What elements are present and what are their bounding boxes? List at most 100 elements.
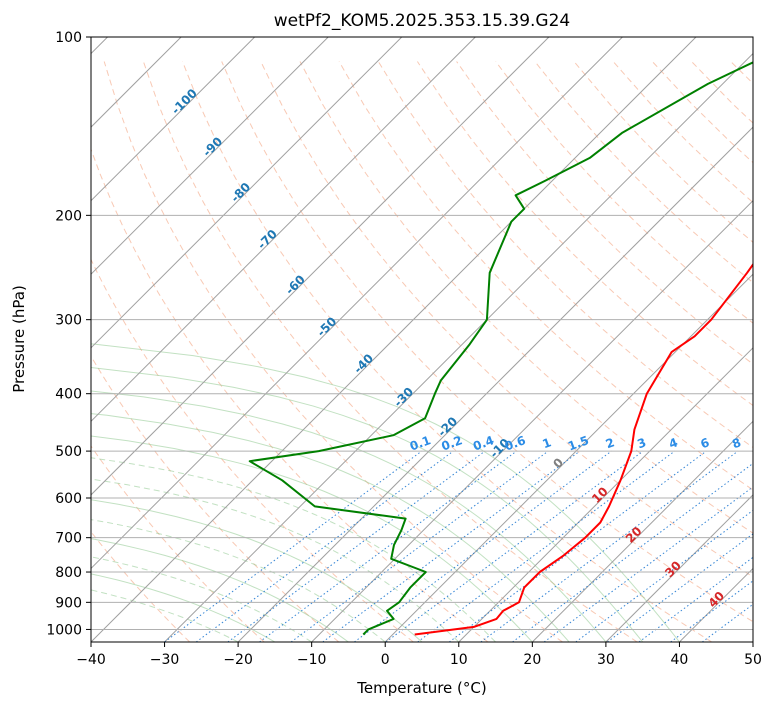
- mixing-ratio-line: [607, 533, 753, 642]
- y-axis: 100 200 300 400 500 600 700 800 900 1000: [46, 30, 91, 638]
- isotherm-label: -40: [351, 351, 376, 376]
- isotherm: [91, 37, 623, 570]
- isotherm: [531, 420, 753, 642]
- chart-title: wetPf2_KOM5.2025.353.15.39.G24: [274, 11, 570, 31]
- mixing-ratio-line: [227, 450, 486, 642]
- mixing-ratio-label: 2: [604, 435, 617, 451]
- x-axis: −40 −30 −20 −10 0 10 20 30 40 50: [76, 642, 762, 668]
- dry-adiabat: [573, 61, 753, 243]
- dry-adiabat: [456, 61, 753, 365]
- isotherm-label: -90: [200, 134, 225, 159]
- x-tick-label: 10: [450, 652, 468, 668]
- y-tick-label: 100: [55, 30, 82, 46]
- isotherm: [679, 567, 753, 642]
- mixing-ratio-label: 8: [730, 435, 743, 451]
- isotherm: [752, 641, 753, 642]
- moist-adiabat: [91, 556, 312, 642]
- mixing-ratio-line: [575, 509, 753, 642]
- mixing-ratio-label: 1: [540, 435, 553, 451]
- dry-adiabat: [377, 61, 753, 449]
- mixing-ratio-label: 0.4: [471, 433, 496, 453]
- dry-adiabat: [221, 61, 753, 623]
- dry-adiabat: [91, 445, 265, 642]
- isotherm: [311, 199, 753, 642]
- mixing-ratio-line: [195, 450, 454, 642]
- mixing-ratio-label: 6: [699, 435, 712, 451]
- x-tick-label: −40: [76, 652, 106, 668]
- isotherm: [237, 126, 753, 642]
- dry-adiabat: [91, 258, 414, 642]
- mixing-ratio-line: [512, 462, 753, 642]
- plot-frame: [90, 36, 754, 643]
- y-axis-title: Pressure (hPa): [10, 285, 28, 393]
- mixing-ratio-line: [417, 450, 675, 642]
- isotherm-label: 10: [589, 484, 611, 506]
- mixing-ratio-line: [290, 450, 549, 642]
- isotherm-label: 40: [705, 589, 727, 611]
- mixing-ratio-label: 0.6: [503, 433, 528, 453]
- dry-adiabat: [416, 61, 753, 407]
- isotherm-label: 20: [623, 524, 645, 546]
- dewpoint-line: [248, 61, 753, 636]
- mixing-ratio-line: [701, 603, 753, 642]
- x-tick-label: 0: [381, 652, 390, 668]
- mixing-ratio-line: [385, 450, 644, 642]
- y-tick-label: 800: [55, 565, 82, 581]
- isotherm: [91, 37, 256, 202]
- dry-adiabat: [691, 61, 753, 124]
- mixing-ratio-label: 0.2: [440, 433, 465, 453]
- dry-adiabat: [770, 62, 775, 643]
- dry-adiabat: [338, 61, 753, 491]
- dry-adiabat: [612, 61, 753, 204]
- y-tick-label: 900: [55, 595, 82, 611]
- x-tick-label: 30: [597, 652, 615, 668]
- dry-adiabat: [534, 61, 753, 284]
- dry-adiabat: [260, 61, 753, 578]
- mixing-ratio-label: 3: [635, 435, 648, 451]
- isotherm: [91, 37, 550, 496]
- isotherm: [91, 37, 329, 275]
- isotherm-label: -50: [314, 314, 339, 339]
- dry-adiabat: [495, 61, 753, 324]
- isotherm-label: -80: [228, 180, 253, 205]
- mixing-ratio-line: [164, 450, 422, 642]
- y-tick-label: 700: [55, 531, 82, 547]
- mixing-ratio-line: [322, 450, 581, 642]
- dry-adiabat: [182, 61, 713, 642]
- isotherm: [384, 273, 753, 642]
- isotherm: [91, 37, 403, 349]
- x-tick-label: −20: [223, 652, 253, 668]
- y-tick-label: 400: [55, 387, 82, 403]
- dry-adiabat: [91, 147, 489, 642]
- y-tick-label: 200: [55, 208, 82, 224]
- x-tick-label: 50: [744, 652, 762, 668]
- mixing-ratio-line: [354, 450, 612, 642]
- y-tick-label: 300: [55, 313, 82, 329]
- moist-adiabat: [91, 589, 239, 642]
- moist-adiabat: [0, 517, 775, 642]
- dry-adiabat: [91, 355, 340, 642]
- isotherm-label: -60: [283, 272, 308, 297]
- mixing-ratio-label: 4: [667, 435, 680, 451]
- background-lines: [0, 37, 775, 643]
- x-axis-title: Temperature (°C): [356, 679, 486, 697]
- x-tick-label: 20: [523, 652, 541, 668]
- isotherm: [605, 494, 753, 642]
- moist-adiabat: [0, 485, 775, 642]
- mixing-ratio-line: [638, 556, 753, 642]
- isotherm: [91, 37, 697, 642]
- y-tick-label: 500: [55, 444, 82, 460]
- mixing-ratio-line: [480, 450, 739, 642]
- dry-adiabat: [103, 61, 563, 642]
- series-layer: [248, 61, 753, 636]
- mixing-ratio-line: [670, 580, 753, 642]
- isotherm-label: -100: [169, 86, 200, 117]
- isotherm-label: 0: [550, 455, 566, 471]
- isotherm: [458, 347, 753, 642]
- isotherm-label: 30: [662, 558, 684, 580]
- mixing-ratio-label: 0.1: [408, 433, 433, 453]
- mixing-ratio-label: 1.5: [566, 433, 591, 453]
- x-tick-label: 40: [671, 652, 689, 668]
- y-tick-label: 600: [55, 491, 82, 507]
